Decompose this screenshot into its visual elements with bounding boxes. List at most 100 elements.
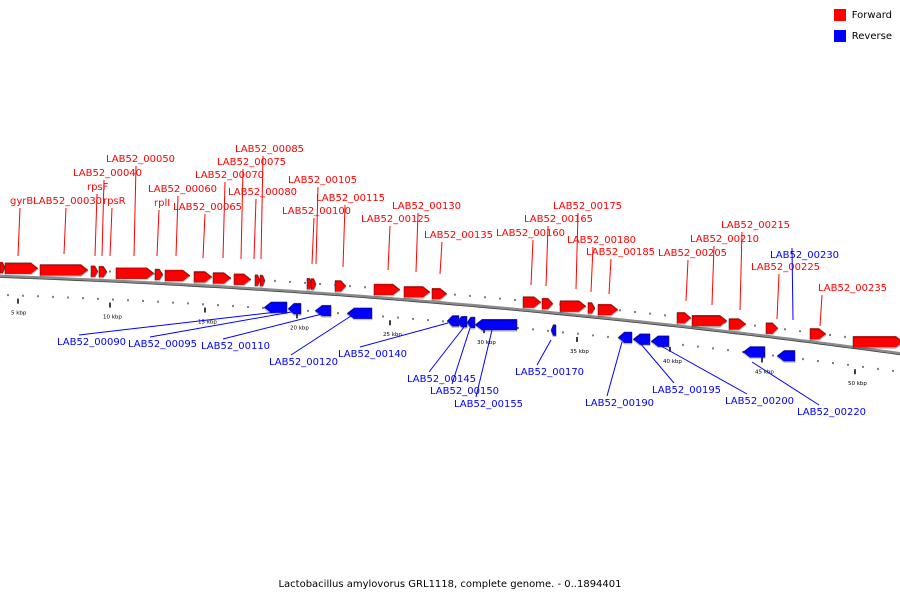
forward-leader <box>101 179 105 257</box>
reverse-gene-edge <box>466 317 476 330</box>
reverse-gene-label: LAB52_00190 <box>585 398 654 409</box>
forward-leader <box>590 246 594 293</box>
forward-gene-label: LAB52_00085 <box>235 144 304 155</box>
forward-gene <box>193 271 213 283</box>
reverse-gene <box>776 350 796 362</box>
forward-gene-label: LAB52_00115 <box>316 193 385 204</box>
forward-gene-edge <box>212 273 232 285</box>
forward-leader <box>175 195 179 257</box>
legend-reverse-label: Reverse <box>851 30 892 42</box>
reverse-gene-label: LAB52_00120 <box>269 357 338 368</box>
forward-gene <box>233 273 252 286</box>
reverse-leader <box>639 342 675 384</box>
scale-label: 45 kbp <box>755 369 774 375</box>
scale-label: 30 kbp <box>477 340 496 346</box>
forward-leader <box>156 209 160 257</box>
forward-gene <box>522 296 542 308</box>
forward-gene-edge <box>310 279 317 291</box>
forward-gene-edge <box>193 272 213 284</box>
scale-label: 40 kbp <box>663 359 682 365</box>
forward-gene-label: LAB52_00180 <box>567 235 636 246</box>
forward-leader <box>17 207 21 257</box>
forward-gene <box>310 278 317 290</box>
forward-gene-label: LAB52_00030 <box>33 196 102 207</box>
scale-label: 20 kbp <box>290 325 309 331</box>
forward-leader <box>133 165 137 257</box>
forward-leader <box>109 207 113 257</box>
forward-leader <box>739 231 743 311</box>
forward-leader <box>387 225 391 271</box>
reverse-gene <box>314 304 332 317</box>
forward-gene-edge <box>115 268 155 281</box>
map-caption: Lactobacillus amylovorus GRL1118, comple… <box>278 579 622 590</box>
forward-gene <box>852 336 900 348</box>
genome-backbone <box>0 274 900 355</box>
reverse-leader <box>536 339 552 366</box>
forward-gene <box>809 328 827 340</box>
forward-gene-edge <box>90 266 99 279</box>
forward-gene-label: LAB52_00100 <box>282 206 351 217</box>
reverse-gene-edge <box>742 347 766 359</box>
reverse-gene-label: LAB52_00145 <box>407 374 476 385</box>
forward-leader <box>415 212 419 273</box>
reverse-gene <box>346 307 373 320</box>
reverse-gene <box>287 303 302 315</box>
reverse-leader <box>78 311 278 336</box>
reverse-leader <box>660 345 748 395</box>
forward-gene <box>373 283 401 296</box>
forward-gene-label: LAB52_00185 <box>586 247 655 258</box>
forward-gene <box>559 300 587 312</box>
reverse-gene-label: LAB52_00155 <box>454 399 523 410</box>
reverse-gene <box>617 331 633 344</box>
forward-gene-edge <box>691 315 728 328</box>
reverse-swatch <box>833 30 846 42</box>
forward-gene-edge <box>334 281 347 293</box>
forward-gene <box>597 303 619 316</box>
forward-gene-label: LAB52_00175 <box>553 201 622 212</box>
legend-forward: Forward <box>833 8 892 22</box>
forward-leader <box>439 241 443 275</box>
forward-leader <box>311 217 315 265</box>
forward-gene <box>4 262 39 274</box>
forward-gene-label: LAB52_00160 <box>496 228 565 239</box>
reverse-gene-label: LAB52_00095 <box>128 339 197 350</box>
forward-leader <box>819 294 823 327</box>
reverse-leader <box>290 313 355 356</box>
forward-leader <box>222 181 226 259</box>
reverse-gene-edge <box>314 305 332 318</box>
forward-gene <box>115 267 155 279</box>
forward-gene-label: LAB52_00105 <box>288 175 357 186</box>
forward-gene <box>154 268 164 281</box>
forward-gene-edge <box>373 284 401 297</box>
forward-gene-edge <box>403 287 431 299</box>
forward-gene-label: LAB52_00235 <box>818 283 887 294</box>
reverse-gene-edge <box>346 308 373 321</box>
reverse-gene-edge <box>446 316 460 328</box>
forward-gene-edge <box>154 269 164 282</box>
scale-label: 15 kbp <box>198 320 217 326</box>
reverse-gene-label: LAB52_00200 <box>725 396 794 407</box>
reverse-gene-label: LAB52_00090 <box>57 337 126 348</box>
forward-gene <box>691 315 728 327</box>
reverse-gene-label: LAB52_00195 <box>652 385 721 396</box>
forward-gene-edge <box>431 288 448 301</box>
reverse-gene-edge <box>550 325 557 337</box>
reverse-leader <box>359 322 449 348</box>
legend-reverse: Reverse <box>833 29 892 43</box>
reverse-gene-label: LAB52_00170 <box>515 367 584 378</box>
forward-gene <box>403 286 431 298</box>
forward-gene <box>765 322 779 334</box>
reverse-leader <box>451 327 471 385</box>
forward-gene-edge <box>587 303 596 315</box>
forward-leader <box>685 259 689 302</box>
reverse-gene-edge <box>456 316 468 329</box>
forward-gene-edge <box>728 319 747 331</box>
forward-leader <box>711 245 715 306</box>
forward-leader <box>63 207 67 255</box>
forward-gene <box>254 274 261 286</box>
forward-swatch <box>833 9 846 21</box>
legend: Forward Reverse <box>833 8 892 50</box>
forward-gene <box>90 265 99 278</box>
reverse-leader <box>222 313 323 340</box>
forward-gene-edge <box>765 323 779 335</box>
